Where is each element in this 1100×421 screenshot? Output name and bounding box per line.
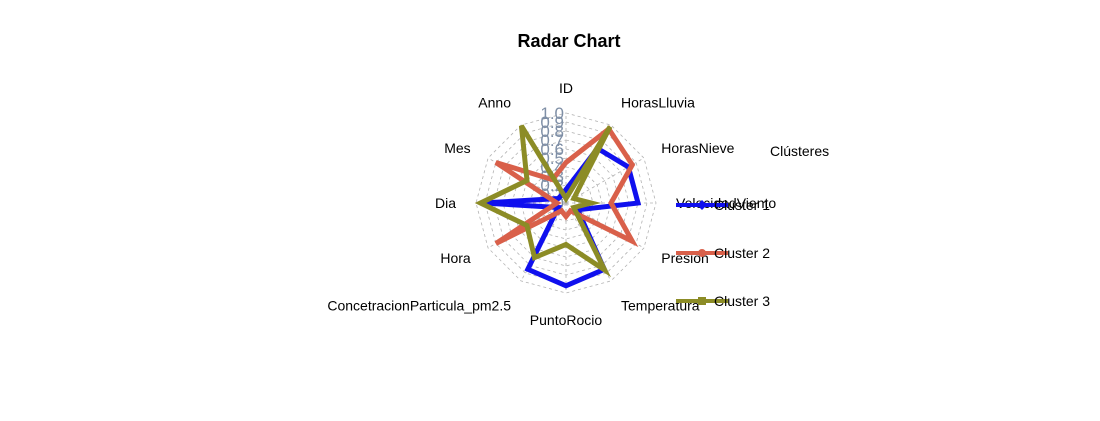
legend-label: Cluster 3 — [714, 293, 770, 309]
tick-label: 0.8 — [540, 122, 564, 141]
tick-label: 0.9 — [540, 113, 564, 132]
legend-title: Clústeres — [770, 143, 829, 159]
axis-label: ID — [559, 80, 573, 96]
tick-label: 0.7 — [540, 131, 564, 150]
series-line — [474, 124, 613, 278]
series-group — [474, 124, 642, 289]
tick-label: 0.6 — [540, 140, 564, 159]
axis-label: ConcetracionParticula_pm2.5 — [327, 297, 511, 313]
grid-ring — [538, 175, 594, 231]
legend: Clústeres Cluster 1 Cluster 2 Cluster 3 — [676, 143, 829, 309]
axis-label: Dia — [435, 195, 456, 211]
axis-label: Hora — [440, 250, 471, 266]
axis-label: Anno — [478, 95, 511, 111]
axis-label: HorasNieve — [661, 140, 734, 156]
series-line — [494, 125, 639, 248]
tick-label: 1.0 — [540, 104, 564, 123]
chart-title: Radar Chart — [517, 31, 620, 51]
axis-label: PuntoRocio — [530, 312, 603, 328]
axis-label: Mes — [444, 140, 470, 156]
legend-label: Cluster 1 — [714, 197, 770, 213]
legend-label: Cluster 2 — [714, 245, 770, 261]
legend-marker — [697, 200, 707, 210]
axis-label: HorasLluvia — [621, 95, 695, 111]
legend-marker — [698, 249, 706, 257]
legend-marker — [698, 297, 706, 305]
